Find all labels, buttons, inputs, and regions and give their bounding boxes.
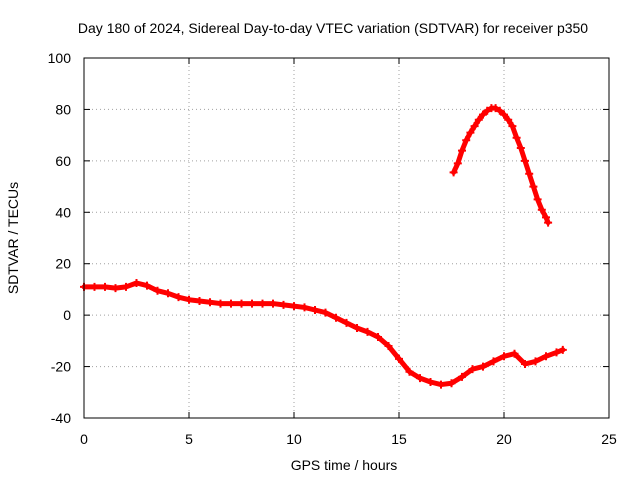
data-point: [479, 110, 487, 119]
data-point: [500, 110, 508, 119]
data-point: [533, 195, 542, 204]
y-tick-label: -20: [51, 359, 71, 375]
data-point: [489, 357, 498, 366]
data-point: [216, 299, 225, 308]
data-point: [458, 146, 466, 155]
data-point: [447, 379, 456, 388]
data-point: [111, 284, 120, 293]
data-point: [353, 324, 361, 332]
data-point: [300, 303, 309, 312]
data-point: [470, 122, 479, 131]
y-tick-label: 0: [63, 307, 71, 323]
x-tick-label: 10: [286, 431, 302, 447]
data-point: [495, 106, 504, 115]
axis-ticks: 0 5 10 15 20 25 -40 -20 0 20 40 60 80 100: [48, 50, 617, 447]
x-tick-label: 0: [80, 431, 88, 447]
data-point: [544, 218, 553, 227]
series-band: [81, 280, 566, 388]
data-point: [516, 144, 525, 152]
x-tick-label: 20: [496, 431, 512, 447]
data-point: [468, 365, 477, 374]
data-point: [504, 115, 513, 124]
data-point: [542, 352, 550, 361]
data-point: [483, 106, 492, 115]
y-tick-label: 80: [55, 101, 71, 117]
data-point: [521, 360, 529, 368]
x-tick-label: 15: [391, 431, 407, 447]
data-point: [237, 299, 246, 308]
data-point: [552, 348, 561, 357]
data-point: [90, 282, 99, 291]
y-axis-label: SDTVAR / TECUs: [5, 182, 21, 294]
x-tick-label: 25: [601, 431, 617, 447]
data-point: [321, 308, 330, 317]
y-tick-label: -40: [51, 410, 71, 426]
data-point: [342, 318, 351, 327]
x-axis-label: GPS time / hours: [291, 457, 398, 473]
data-point: [164, 289, 172, 298]
x-tick-label: 5: [185, 431, 193, 447]
data-point: [269, 299, 277, 308]
data-point: [332, 313, 340, 322]
data-point: [529, 182, 538, 191]
data-point: [153, 286, 162, 295]
data-point: [510, 349, 519, 358]
data-point: [537, 205, 546, 214]
data-point: [500, 352, 508, 361]
data-point: [531, 357, 540, 366]
data-point: [227, 299, 235, 308]
series-layer: [80, 104, 567, 389]
data-point: [101, 282, 109, 291]
data-point: [195, 297, 204, 305]
data-point: [458, 372, 466, 381]
data-point: [248, 299, 256, 308]
data-point: [279, 300, 288, 309]
data-point: [449, 168, 458, 177]
y-tick-label: 20: [55, 256, 71, 272]
data-point: [474, 115, 483, 124]
data-point: [363, 327, 372, 336]
data-point: [258, 299, 267, 308]
data-point: [542, 213, 550, 222]
data-point: [290, 302, 298, 311]
y-tick-label: 40: [55, 204, 71, 220]
data-point: [491, 104, 500, 113]
y-tick-label: 100: [48, 50, 72, 66]
series-upper-arc: [449, 104, 553, 227]
data-point: [437, 380, 445, 389]
data-point: [479, 362, 487, 371]
data-point: [512, 133, 521, 142]
data-point: [405, 367, 414, 376]
data-point: [521, 156, 529, 165]
data-point: [384, 342, 393, 350]
data-point: [132, 279, 141, 287]
data-point: [558, 345, 567, 354]
plot-frame: [83, 57, 610, 419]
data-point: [426, 378, 435, 386]
data-point: [174, 293, 183, 302]
data-point: [508, 122, 517, 131]
series-main-arc: [80, 279, 567, 389]
data-point: [143, 281, 151, 290]
data-point: [466, 128, 475, 137]
data-point: [416, 374, 424, 383]
data-point: [122, 282, 130, 291]
data-point: [185, 295, 193, 304]
data-point: [462, 136, 471, 145]
data-point: [395, 354, 403, 363]
series-band: [451, 105, 551, 226]
chart-title: Day 180 of 2024, Sidereal Day-to-day VTE…: [78, 20, 588, 36]
y-tick-label: 60: [55, 153, 71, 169]
data-point: [453, 159, 462, 168]
data-point: [206, 298, 214, 307]
data-point: [311, 306, 319, 314]
data-point: [525, 169, 534, 178]
data-point: [374, 333, 382, 341]
